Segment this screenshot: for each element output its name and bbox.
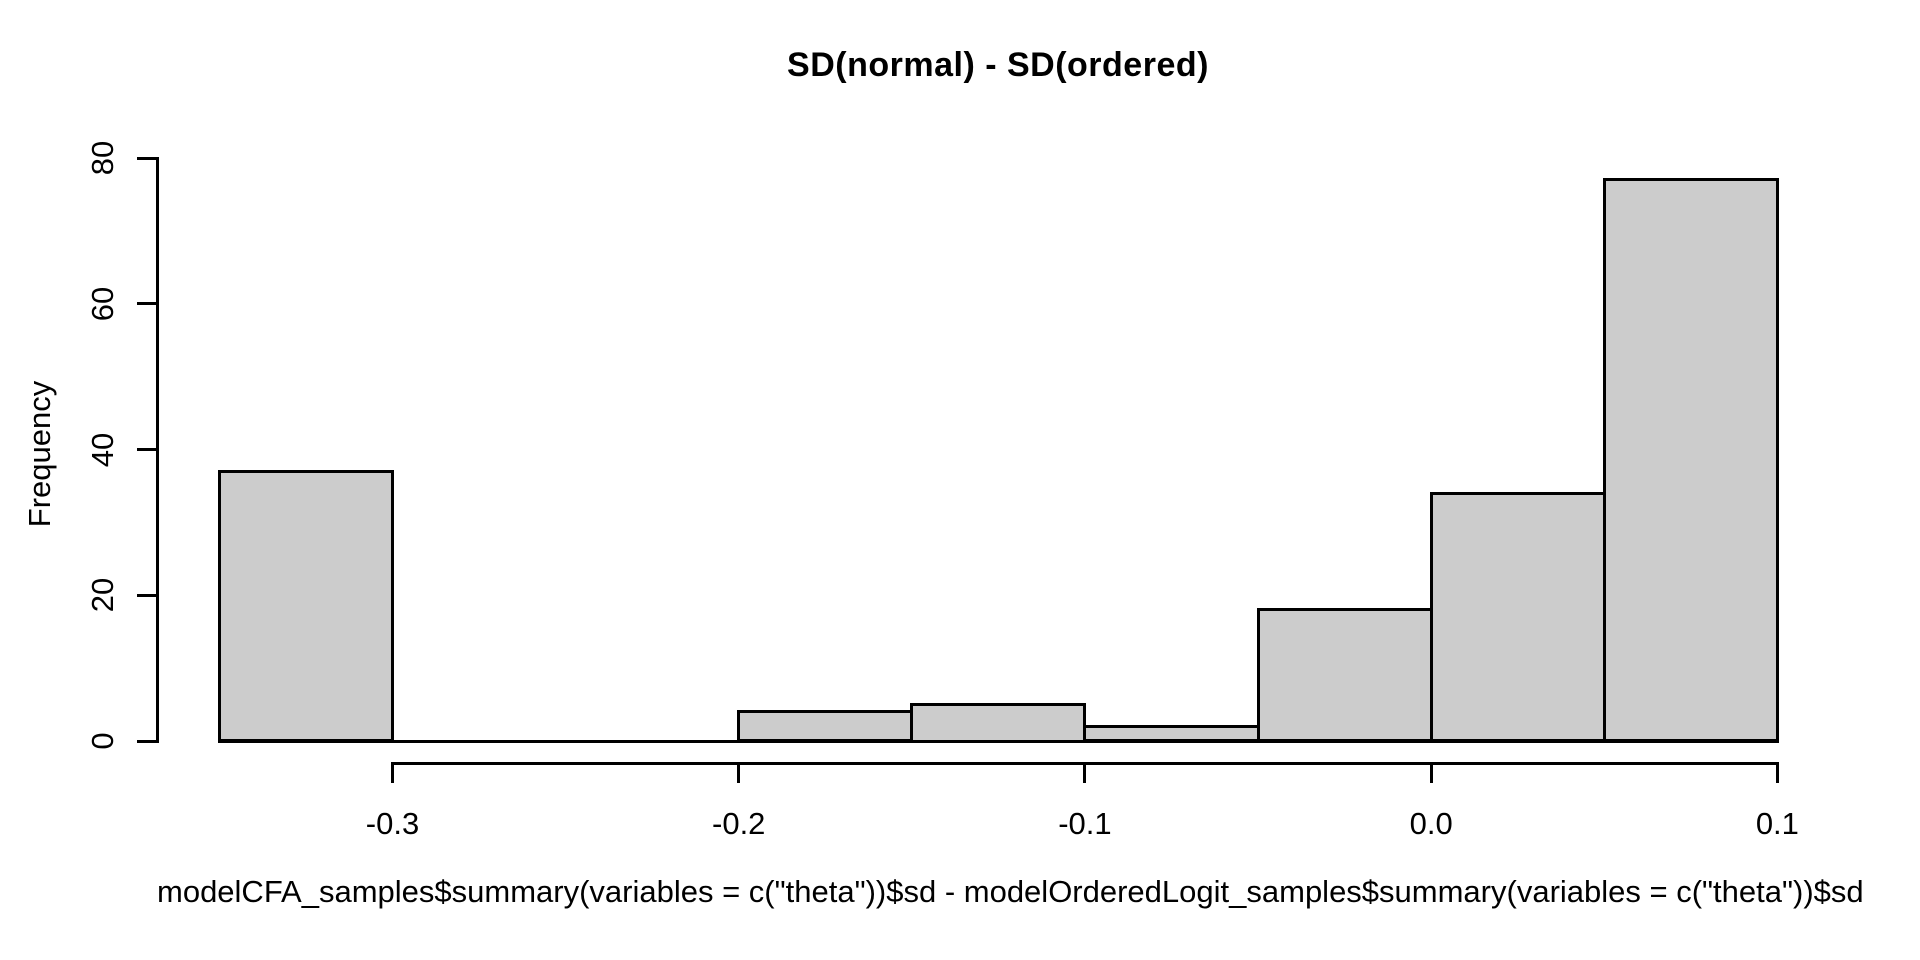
y-tick-label: 40 bbox=[85, 432, 120, 467]
x-tick-label: -0.3 bbox=[365, 806, 420, 841]
y-axis-tick bbox=[137, 448, 157, 451]
x-axis-tick bbox=[1775, 763, 1779, 783]
y-tick-label: 80 bbox=[85, 140, 120, 176]
x-tick-label: -0.2 bbox=[712, 806, 766, 841]
histogram-bar bbox=[910, 703, 1087, 743]
x-axis-label: modelCFA_samples$summary(variables = c("… bbox=[157, 874, 1864, 909]
x-axis-tick bbox=[1429, 763, 1433, 783]
y-tick-label: 60 bbox=[85, 286, 120, 321]
x-tick-label: 0.0 bbox=[1409, 806, 1453, 841]
histogram-bar bbox=[1256, 608, 1433, 743]
histogram-bar bbox=[1602, 178, 1779, 743]
histogram-bar bbox=[217, 469, 394, 743]
x-axis-tick bbox=[391, 763, 394, 783]
y-tick-label: 0 bbox=[85, 732, 120, 750]
y-axis-label: Frequency bbox=[22, 380, 57, 528]
y-axis-tick bbox=[137, 593, 157, 597]
bars-baseline bbox=[217, 739, 1779, 743]
histogram-bar bbox=[1429, 491, 1606, 743]
y-axis-tick bbox=[137, 739, 157, 743]
y-tick-label: 20 bbox=[85, 578, 120, 613]
x-tick-label: -0.1 bbox=[1058, 806, 1112, 841]
x-axis-tick bbox=[1083, 763, 1087, 783]
y-axis-tick bbox=[137, 156, 157, 160]
x-axis-tick bbox=[737, 763, 741, 783]
y-axis-line bbox=[155, 156, 159, 743]
x-tick-label: 0.1 bbox=[1755, 806, 1799, 841]
chart-title: SD(normal) - SD(ordered) bbox=[787, 46, 1209, 84]
y-axis-tick bbox=[137, 302, 157, 306]
histogram-bar bbox=[737, 710, 914, 743]
